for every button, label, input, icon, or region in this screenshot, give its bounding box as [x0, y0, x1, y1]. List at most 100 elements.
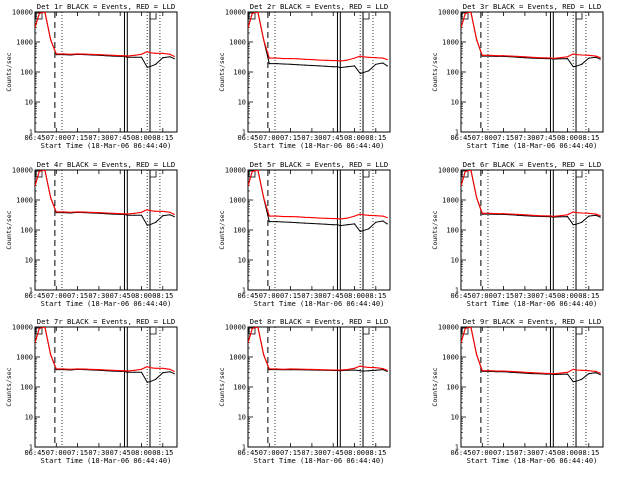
data-point-red: [368, 214, 370, 216]
data-point-red: [119, 213, 121, 215]
data-point-red: [77, 211, 79, 213]
data-point-red: [495, 55, 498, 57]
data-point-black: [575, 65, 577, 67]
data-point-black: [346, 66, 348, 68]
data-point-red: [552, 57, 554, 60]
plot-frame: [460, 326, 604, 448]
data-point-red: [112, 54, 114, 56]
y-tick-label: 10000: [225, 9, 246, 17]
data-point-black: [146, 381, 148, 383]
x-axis-label: Start Time (18-Mar-06 06:44:40): [467, 142, 598, 150]
y-axis-label: Counts/sec: [218, 210, 226, 249]
data-point-red: [169, 211, 171, 213]
data-point-black: [588, 215, 590, 217]
data-point-black: [297, 222, 299, 224]
saa-bracket: [149, 328, 157, 335]
data-point-red: [470, 12, 472, 13]
y-tick-label: 10000: [12, 324, 33, 332]
data-point-red: [531, 214, 533, 216]
data-point-red: [98, 369, 100, 371]
data-point-black: [566, 58, 569, 60]
y-tick-label: 1: [29, 444, 33, 452]
x-tick-label: 07:15: [493, 449, 514, 457]
series-line-red: [461, 327, 601, 375]
data-point-red: [149, 210, 151, 212]
panel-det-4: Det 4r BLACK = Events, RED = LLD 1 10 100 10…: [5, 160, 178, 308]
data-point-black: [133, 371, 135, 373]
data-point-red: [531, 372, 533, 374]
saa-bracket: [575, 171, 583, 178]
data-point-red: [91, 368, 93, 370]
data-point-black: [386, 223, 388, 225]
data-point-red: [566, 371, 569, 373]
data-point-red: [105, 369, 107, 371]
y-tick-label: 1: [242, 444, 246, 452]
data-point-red: [386, 217, 388, 219]
data-point-red: [248, 185, 249, 187]
data-point-red: [35, 185, 36, 187]
x-tick-label: 07:00: [472, 292, 493, 300]
data-point-black: [282, 63, 285, 65]
saa-bracket: [575, 328, 583, 335]
panel-title: Det 8r BLACK = Events, RED = LLD: [250, 317, 388, 326]
data-point-red: [257, 327, 259, 328]
data-point-black: [282, 221, 285, 223]
panel-det-6: Det 6r BLACK = Events, RED = LLD 1 10 100 10…: [431, 160, 604, 308]
series-line-black: [461, 12, 601, 68]
data-point-black: [169, 214, 171, 216]
data-point-black: [375, 369, 377, 371]
data-point-black: [140, 56, 143, 58]
x-tick-label: 07:30: [88, 449, 109, 457]
y-tick-label: 10000: [12, 167, 33, 175]
panel-det-9: Det 9r BLACK = Events, RED = LLD 1 10 100 10…: [431, 317, 604, 465]
data-point-red: [336, 218, 339, 220]
data-point-black: [368, 228, 370, 230]
data-point-black: [339, 67, 341, 69]
data-point-red: [339, 218, 341, 220]
x-tick-label: 07:15: [280, 134, 301, 142]
x-tick-label: 07:15: [493, 292, 514, 300]
x-tick-label: 06:45: [450, 292, 471, 300]
data-point-red: [282, 368, 285, 370]
x-tick-label: 08:00: [344, 292, 365, 300]
data-point-black: [126, 371, 128, 373]
data-point-red: [332, 369, 334, 371]
data-point-red: [263, 197, 265, 199]
data-point-black: [359, 370, 361, 372]
data-point-red: [481, 54, 483, 56]
x-axis-label: Start Time (18-Mar-06 06:44:40): [467, 300, 598, 308]
data-point-red: [69, 211, 72, 213]
data-point-red: [495, 370, 498, 372]
data-point-red: [155, 52, 157, 54]
data-point-red: [275, 368, 277, 370]
data-point-red: [50, 354, 52, 356]
y-tick-label: 1000: [229, 354, 246, 362]
data-point-red: [481, 212, 483, 214]
y-tick-label: 1: [29, 287, 33, 295]
saa-bracket: [575, 13, 583, 20]
data-point-red: [588, 370, 590, 372]
y-tick-label: 1000: [16, 39, 33, 47]
data-point-red: [572, 211, 574, 213]
x-tick-label: 07:45: [110, 449, 131, 457]
x-tick-label: 07:45: [323, 134, 344, 142]
data-point-red: [559, 215, 562, 217]
data-point-black: [173, 216, 175, 218]
panel-title: Det 7r BLACK = Events, RED = LLD: [37, 317, 175, 326]
x-tick-label: 07:15: [67, 134, 88, 142]
plot-frame: [34, 326, 178, 448]
data-point-red: [353, 215, 356, 217]
data-point-black: [368, 70, 370, 72]
data-point-red: [155, 210, 157, 212]
data-point-red: [268, 368, 270, 370]
data-point-red: [123, 370, 126, 372]
series-line-red: [248, 327, 388, 371]
data-point-red: [545, 372, 547, 374]
data-point-red: [35, 27, 36, 29]
data-point-black: [268, 63, 270, 65]
data-point-black: [140, 371, 143, 373]
data-point-red: [549, 372, 552, 374]
x-tick-label: 08:15: [152, 292, 173, 300]
data-point-black: [362, 72, 364, 74]
data-point-red: [140, 53, 143, 55]
